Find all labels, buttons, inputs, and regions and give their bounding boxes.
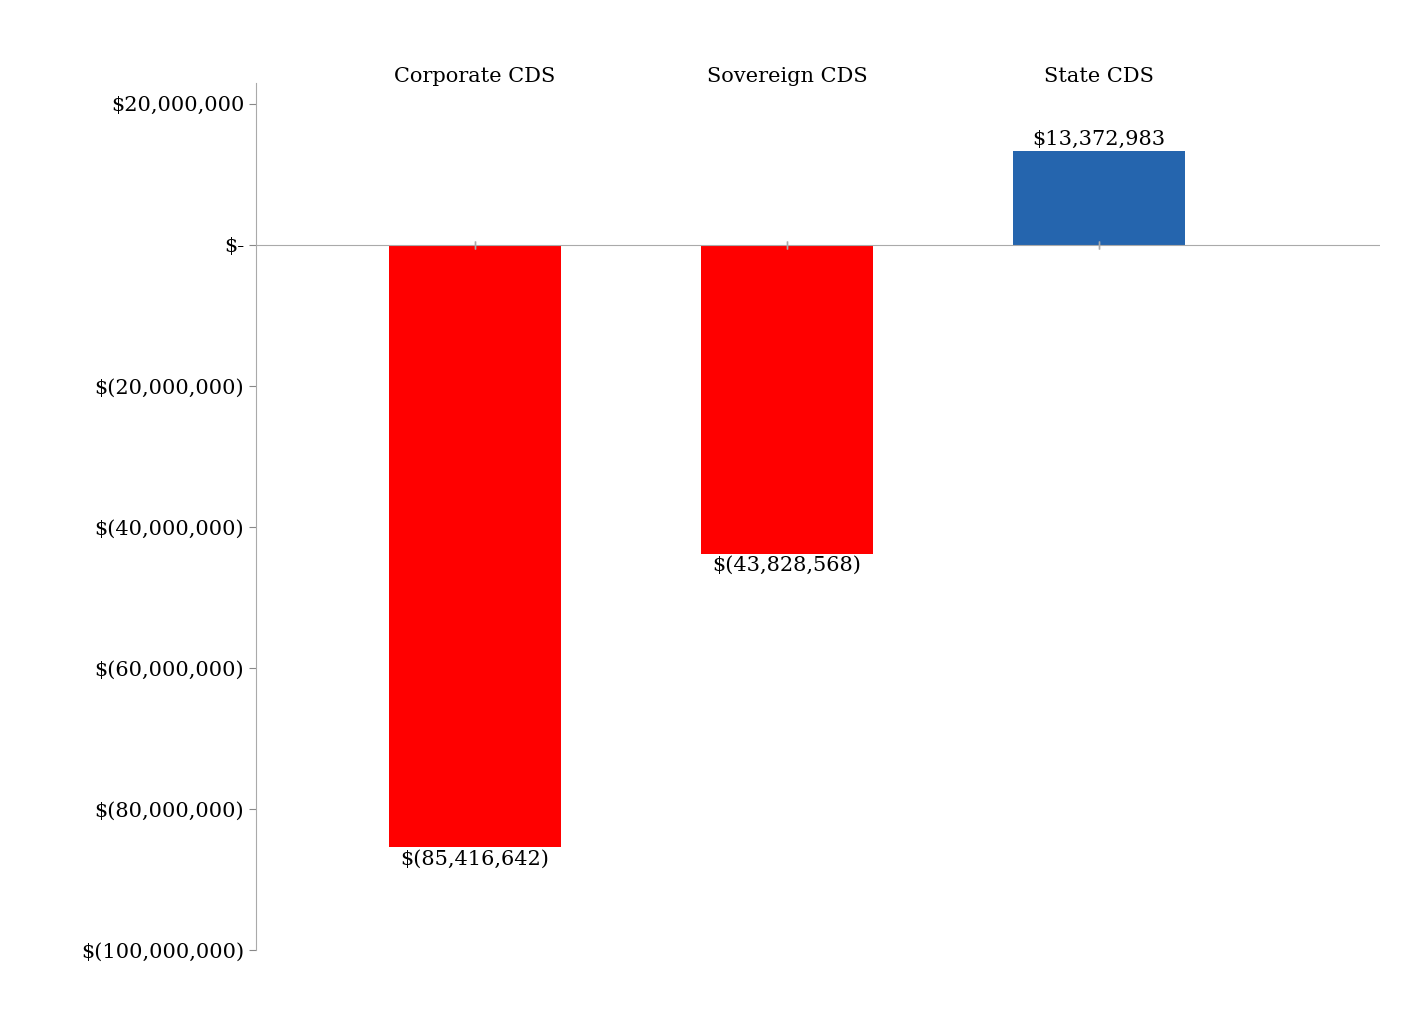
Text: Corporate CDS: Corporate CDS	[394, 67, 555, 86]
Text: Sovereign CDS: Sovereign CDS	[707, 67, 867, 86]
Bar	[702, 245, 872, 554]
Text: $(43,828,568): $(43,828,568)	[713, 556, 861, 575]
Text: State CDS: State CDS	[1044, 67, 1154, 86]
Bar	[1013, 151, 1185, 245]
Bar	[388, 245, 561, 847]
Text: $13,372,983: $13,372,983	[1033, 129, 1165, 149]
Text: $(85,416,642): $(85,416,642)	[400, 849, 549, 869]
